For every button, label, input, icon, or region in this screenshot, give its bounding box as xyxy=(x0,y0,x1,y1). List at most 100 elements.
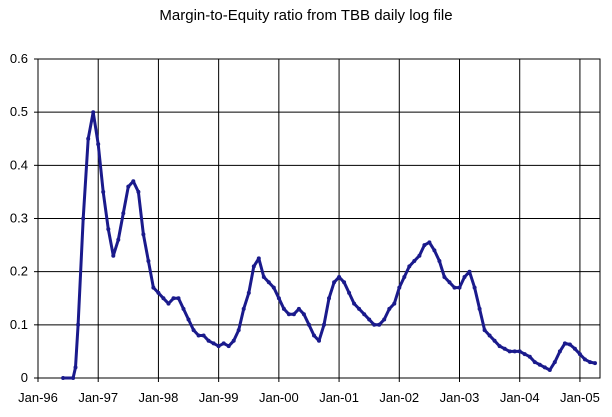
data-point xyxy=(86,136,91,141)
data-point xyxy=(261,275,266,279)
data-point xyxy=(71,376,76,380)
data-point xyxy=(552,360,557,365)
data-point xyxy=(121,211,126,216)
data-point xyxy=(572,346,577,351)
x-tick-label: Jan-96 xyxy=(18,390,58,405)
data-point xyxy=(372,322,377,327)
data-point xyxy=(111,253,116,258)
chart-title: Margin-to-Equity ratio from TBB daily lo… xyxy=(159,7,453,24)
data-point xyxy=(522,352,527,357)
y-tick-label: 0.4 xyxy=(10,157,28,172)
data-point xyxy=(296,306,301,311)
data-point xyxy=(447,280,452,285)
data-point xyxy=(412,259,417,263)
y-tick-label: 0.5 xyxy=(10,104,28,119)
data-point xyxy=(286,312,291,317)
data-point xyxy=(467,269,472,274)
data-point xyxy=(557,349,562,354)
data-point xyxy=(593,361,597,366)
data-point xyxy=(337,275,342,279)
y-tick-label: 0.3 xyxy=(10,211,28,226)
data-point xyxy=(347,290,352,295)
data-point xyxy=(166,301,171,306)
x-tick-label: Jan-05 xyxy=(560,390,600,405)
data-point xyxy=(547,368,552,372)
data-point xyxy=(161,296,166,301)
data-point xyxy=(221,341,226,346)
data-point xyxy=(271,285,276,290)
data-point xyxy=(452,285,457,290)
y-tick-label: 0.6 xyxy=(10,51,28,66)
data-point xyxy=(266,280,271,285)
data-point xyxy=(231,338,236,343)
data-point xyxy=(577,352,582,357)
data-point xyxy=(402,275,407,279)
data-point xyxy=(362,312,367,317)
data-point xyxy=(151,285,156,290)
data-point xyxy=(186,317,191,322)
data-point xyxy=(332,280,337,285)
data-point xyxy=(91,110,96,115)
data-point xyxy=(502,346,507,351)
data-point xyxy=(542,365,547,370)
data-point xyxy=(61,376,66,380)
data-point xyxy=(512,349,517,354)
data-point xyxy=(96,142,101,147)
data-point xyxy=(387,306,392,311)
data-point xyxy=(136,189,141,194)
data-point xyxy=(312,333,316,338)
data-point xyxy=(432,248,437,253)
data-point xyxy=(352,301,357,306)
x-tick-label: Jan-02 xyxy=(379,390,419,405)
x-tick-label: Jan-03 xyxy=(440,390,480,405)
data-point xyxy=(342,280,347,285)
data-point xyxy=(211,341,216,346)
y-tick-label: 0.1 xyxy=(10,317,28,332)
data-point xyxy=(76,322,81,327)
data-point xyxy=(382,317,387,322)
data-point xyxy=(281,306,286,311)
labels-layer: 0 0.1 0.2 0.3 0.4 0.5 0.6 Jan-96 Jan-97 Jan-98 Jan… xyxy=(10,51,600,405)
data-point xyxy=(276,296,281,301)
data-point xyxy=(437,259,442,263)
data-point xyxy=(307,322,311,327)
data-point xyxy=(317,338,321,343)
data-point xyxy=(517,349,522,354)
data-point xyxy=(427,240,432,245)
series-layer xyxy=(61,110,597,380)
data-point xyxy=(487,333,492,338)
data-point xyxy=(176,296,181,301)
x-tick-label: Jan-00 xyxy=(259,390,299,405)
data-point xyxy=(206,338,211,343)
x-tick-label: Jan-99 xyxy=(199,390,239,405)
data-point xyxy=(101,189,106,194)
data-point xyxy=(226,344,231,349)
data-point xyxy=(181,306,186,311)
data-point xyxy=(537,362,542,367)
data-point xyxy=(582,357,587,362)
data-point xyxy=(81,216,86,221)
data-point xyxy=(442,275,447,279)
x-tick-label: Jan-04 xyxy=(500,390,540,405)
data-point xyxy=(141,232,146,237)
data-point xyxy=(527,354,532,359)
data-point xyxy=(301,312,306,317)
data-point xyxy=(191,328,196,333)
data-point xyxy=(126,184,131,189)
data-point xyxy=(532,360,537,365)
data-point xyxy=(367,317,372,322)
axes-layer xyxy=(34,58,601,382)
data-point xyxy=(392,301,397,306)
x-tick-label: Jan-97 xyxy=(78,390,118,405)
y-tick-label: 0.2 xyxy=(10,264,28,279)
data-point xyxy=(397,285,402,290)
data-point xyxy=(327,296,331,301)
data-point xyxy=(377,322,382,327)
data-point xyxy=(357,306,362,311)
data-point xyxy=(507,349,512,354)
data-point xyxy=(322,322,326,327)
data-point xyxy=(457,285,462,290)
x-tick-label: Jan-01 xyxy=(319,390,359,405)
x-tick-label: Jan-98 xyxy=(139,390,179,405)
data-point xyxy=(196,333,201,338)
